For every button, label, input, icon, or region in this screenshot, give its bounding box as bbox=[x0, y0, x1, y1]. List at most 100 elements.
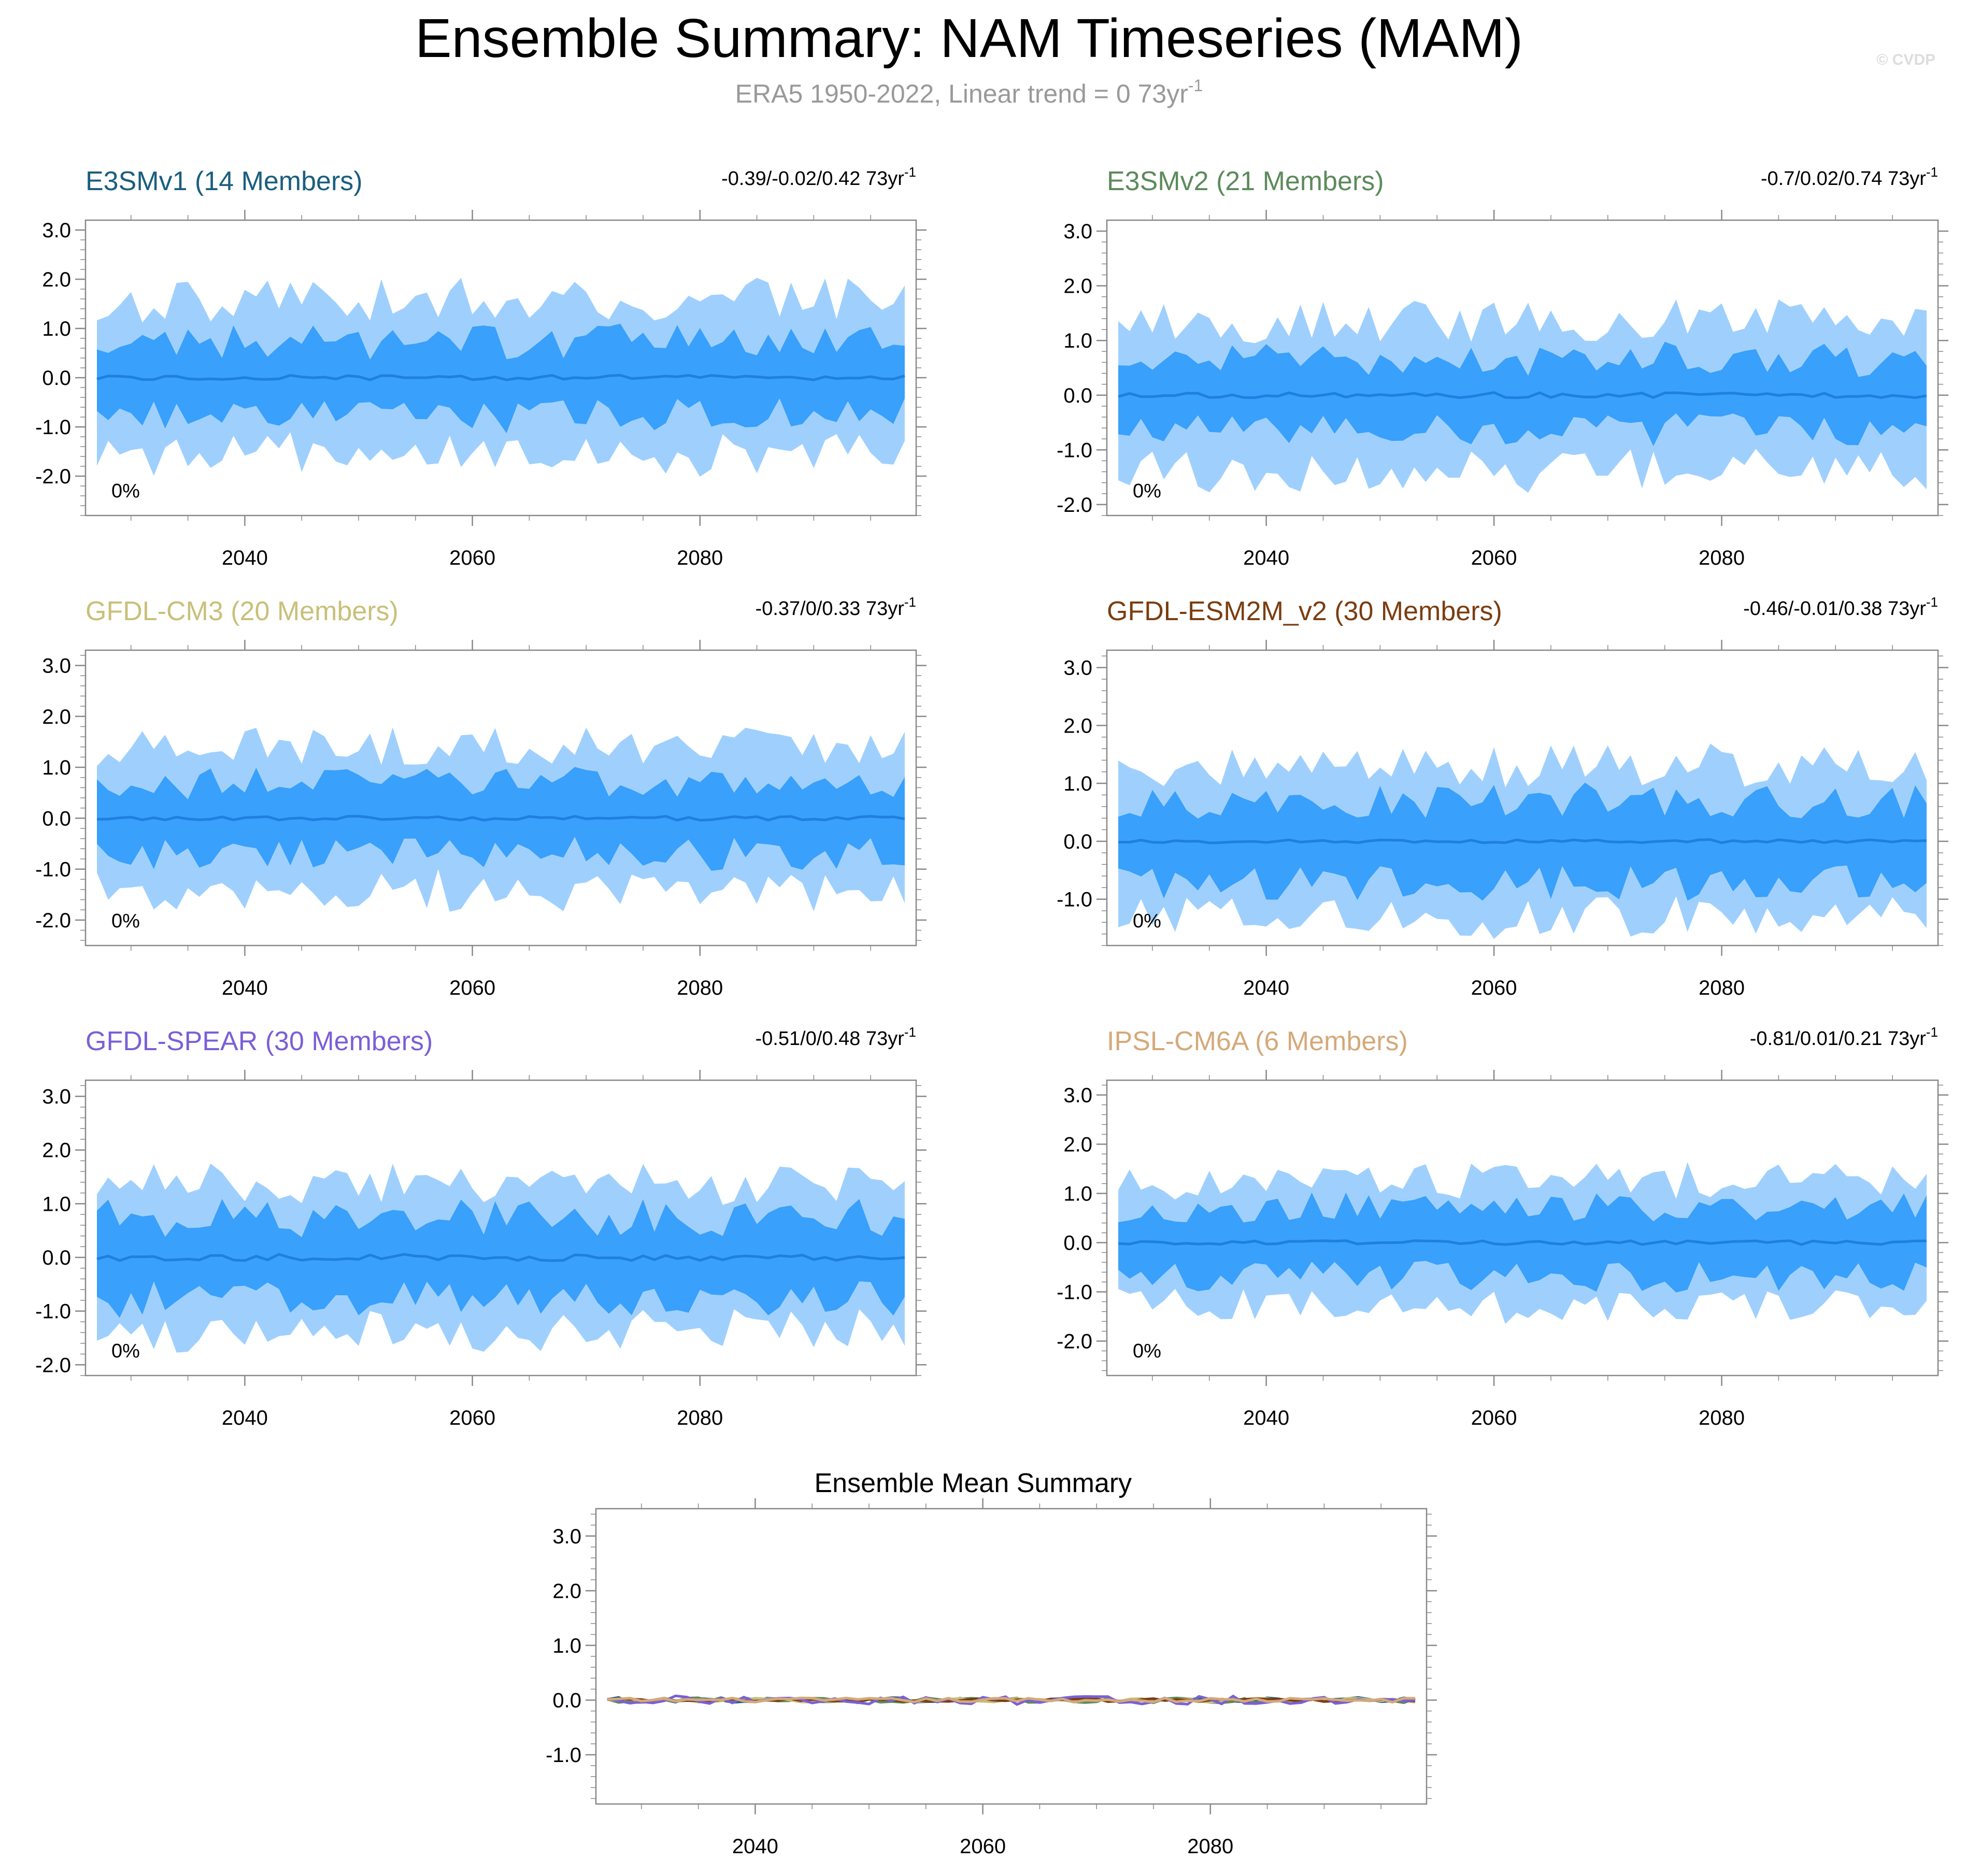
y-tick-label: -2.0 bbox=[35, 909, 71, 932]
y-tick-label: 0.0 bbox=[1063, 830, 1092, 853]
y-tick-label: 0.0 bbox=[552, 1689, 581, 1712]
y-tick-label: 2.0 bbox=[1063, 1134, 1092, 1156]
x-tick-label: 2040 bbox=[732, 1835, 778, 1858]
trend-label: -0.51/0/0.48 73yr-1 bbox=[756, 1024, 916, 1050]
percent-label: 0% bbox=[111, 480, 140, 502]
y-tick-label: 1.0 bbox=[42, 318, 71, 340]
x-tick-label: 2060 bbox=[1471, 547, 1517, 569]
x-tick-label: 2080 bbox=[1187, 1835, 1233, 1858]
y-tick-label: 0.0 bbox=[42, 1247, 71, 1269]
y-tick-label: -2.0 bbox=[1057, 494, 1092, 517]
y-tick-label: 1.0 bbox=[1063, 772, 1092, 795]
y-tick-label: 1.0 bbox=[42, 756, 71, 779]
x-tick-label: 2040 bbox=[1243, 1407, 1289, 1429]
y-tick-label: -2.0 bbox=[35, 1354, 71, 1377]
plot-area bbox=[96, 1163, 905, 1353]
chart-panel-3: GFDL-CM3 (20 Members) -0.37/0/0.33 73yr-1… bbox=[35, 594, 927, 999]
x-tick-label: 2060 bbox=[1471, 1407, 1517, 1429]
y-tick-label: -1.0 bbox=[1057, 1281, 1092, 1304]
chart-panel-5: GFDL-SPEAR (30 Members) -0.51/0/0.48 73yr… bbox=[35, 1024, 927, 1429]
x-tick-label: 2040 bbox=[222, 547, 268, 569]
inner-spread-band bbox=[1118, 341, 1927, 447]
y-tick-label: 2.0 bbox=[42, 1139, 71, 1162]
y-tick-label: 2.0 bbox=[42, 706, 71, 728]
panel-title: IPSL-CM6A (6 Members) bbox=[1107, 1026, 1408, 1056]
x-tick-label: 2080 bbox=[677, 547, 723, 569]
y-tick-label: 3.0 bbox=[1063, 220, 1092, 243]
x-tick-label: 2080 bbox=[1699, 547, 1745, 569]
ensemble-mean-line bbox=[96, 374, 905, 381]
plot-area bbox=[607, 1694, 1416, 1706]
x-tick-label: 2060 bbox=[960, 1835, 1006, 1858]
y-tick-label: -1.0 bbox=[35, 858, 71, 881]
y-tick-label: -1.0 bbox=[1057, 439, 1092, 462]
y-tick-label: 1.0 bbox=[1063, 330, 1092, 352]
ensemble-mean-line bbox=[1118, 838, 1927, 844]
ensemble-mean-line bbox=[1118, 391, 1927, 399]
x-tick-label: 2060 bbox=[449, 547, 495, 569]
x-tick-label: 2040 bbox=[222, 977, 268, 999]
plot-frame bbox=[1106, 219, 1939, 517]
trend-label: -0.46/-0.01/0.38 73yr-1 bbox=[1743, 594, 1938, 620]
plot-area bbox=[1118, 299, 1927, 493]
plot-frame bbox=[595, 1508, 1428, 1805]
ensemble-mean-line bbox=[96, 1253, 905, 1262]
x-tick-label: 2080 bbox=[1699, 977, 1745, 999]
ensemble-mean-line bbox=[1118, 1239, 1927, 1246]
percent-label: 0% bbox=[1133, 1340, 1161, 1362]
percent-label: 0% bbox=[1133, 910, 1161, 932]
y-tick-label: 3.0 bbox=[1063, 657, 1092, 680]
y-tick-label: 1.0 bbox=[1063, 1183, 1092, 1206]
x-tick-label: 2080 bbox=[677, 977, 723, 999]
y-tick-label: 2.0 bbox=[1063, 714, 1092, 737]
y-tick-label: 3.0 bbox=[42, 1085, 71, 1108]
panel-title: E3SMv2 (21 Members) bbox=[1107, 166, 1384, 196]
y-tick-label: 0.0 bbox=[1063, 1232, 1092, 1255]
x-tick-label: 2040 bbox=[222, 1407, 268, 1429]
panels-container: E3SMv1 (14 Members) -0.39/-0.02/0.42 73yr… bbox=[35, 164, 1948, 1858]
x-tick-label: 2040 bbox=[1243, 977, 1289, 999]
y-tick-label: 1.0 bbox=[42, 1193, 71, 1215]
plot-frame bbox=[1106, 649, 1939, 947]
y-tick-label: 0.0 bbox=[42, 367, 71, 390]
percent-label: 0% bbox=[1133, 480, 1161, 502]
y-tick-label: -2.0 bbox=[1057, 1330, 1092, 1353]
trend-label: -0.81/0.01/0.21 73yr-1 bbox=[1750, 1024, 1938, 1050]
figure-title: Ensemble Summary: NAM Timeseries (MAM) bbox=[415, 8, 1523, 69]
panel-title: GFDL-ESM2M_v2 (30 Members) bbox=[1107, 596, 1502, 626]
x-tick-label: 2060 bbox=[449, 1407, 495, 1429]
y-tick-label: 3.0 bbox=[552, 1525, 581, 1548]
ensemble-mean-line bbox=[96, 814, 905, 822]
y-tick-label: 1.0 bbox=[552, 1635, 581, 1657]
trend-label: -0.7/0.02/0.74 73yr-1 bbox=[1761, 164, 1938, 190]
series-line-IPSL-CM6A bbox=[607, 1696, 1416, 1704]
y-tick-label: -1.0 bbox=[35, 416, 71, 439]
plot-area bbox=[1118, 743, 1927, 939]
chart-panel-7: Ensemble Mean Summary 3.0 2.0 1.0 0.0 -1.0 204… bbox=[546, 1468, 1437, 1858]
panel-title: GFDL-CM3 (20 Members) bbox=[86, 596, 398, 626]
plot-frame bbox=[84, 1079, 917, 1377]
chart-panel-1: E3SMv1 (14 Members) -0.39/-0.02/0.42 73yr… bbox=[35, 164, 927, 569]
panel-title: GFDL-SPEAR (30 Members) bbox=[86, 1026, 433, 1056]
figure-subtitle: ERA5 1950-2022, Linear trend = 0 73yr-1 bbox=[735, 76, 1203, 108]
y-tick-label: -1.0 bbox=[1057, 889, 1092, 911]
plot-area bbox=[1118, 1162, 1927, 1324]
y-tick-label: 2.0 bbox=[1063, 275, 1092, 298]
cvdp-credit: © CVDP bbox=[1876, 51, 1935, 68]
y-tick-label: -1.0 bbox=[546, 1744, 581, 1767]
x-tick-label: 2060 bbox=[449, 977, 495, 999]
chart-panel-2: E3SMv2 (21 Members) -0.7/0.02/0.74 73yr-1… bbox=[1057, 164, 1948, 569]
y-tick-label: 3.0 bbox=[1063, 1084, 1092, 1107]
x-tick-label: 2080 bbox=[1699, 1407, 1745, 1429]
y-tick-label: 0.0 bbox=[42, 807, 71, 830]
x-tick-label: 2040 bbox=[1243, 547, 1289, 569]
trend-label: -0.37/0/0.33 73yr-1 bbox=[756, 594, 916, 620]
y-tick-label: -2.0 bbox=[35, 465, 71, 488]
x-tick-label: 2080 bbox=[677, 1407, 723, 1429]
chart-panel-6: IPSL-CM6A (6 Members) -0.81/0.01/0.21 73y… bbox=[1057, 1024, 1948, 1429]
y-tick-label: 3.0 bbox=[42, 654, 71, 677]
plot-area bbox=[96, 278, 905, 477]
plot-area bbox=[96, 727, 905, 912]
y-tick-label: -1.0 bbox=[35, 1300, 71, 1323]
